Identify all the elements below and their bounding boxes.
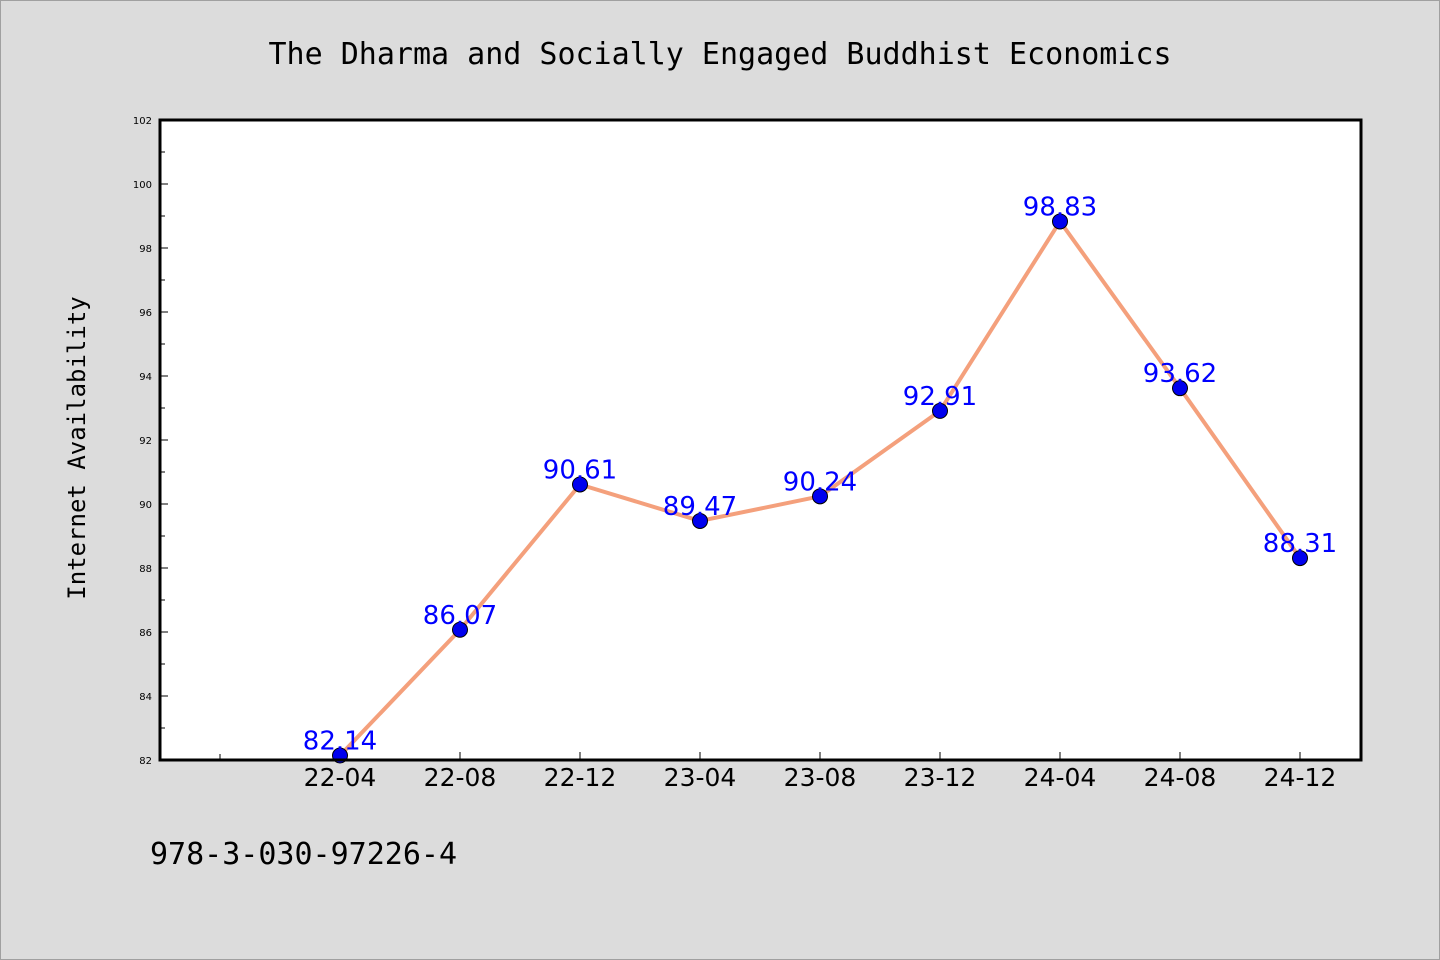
y-tick-label: 84: [139, 692, 152, 703]
x-tick-label: 22-08: [424, 763, 497, 792]
data-label: 93.62: [1143, 359, 1217, 389]
data-label: 90.24: [783, 467, 857, 497]
chart-title: The Dharma and Socially Engaged Buddhist…: [268, 37, 1171, 72]
y-tick-label: 90: [139, 500, 152, 511]
data-point: [932, 402, 948, 419]
x-tick-label: 23-08: [784, 763, 857, 792]
y-tick-label: 100: [133, 180, 152, 191]
x-tick-label: 22-04: [304, 763, 377, 792]
data-label: 90.61: [543, 455, 617, 485]
data-label: 82.14: [303, 727, 377, 757]
data-label: 88.31: [1263, 529, 1337, 559]
y-tick-label: 96: [139, 308, 152, 319]
x-tick-label: 24-08: [1144, 763, 1217, 792]
data-point: [1292, 550, 1308, 567]
y-tick-label: 98: [139, 244, 152, 255]
y-tick-label: 94: [139, 372, 152, 383]
y-tick-label: 82: [139, 756, 152, 767]
y-axis-ticks: 82 84 86 88 90 92 94 96 98 100 102: [133, 116, 168, 767]
data-label: 89.47: [663, 492, 737, 522]
y-tick-label: 92: [139, 436, 152, 447]
y-tick-label: 102: [133, 116, 152, 127]
x-tick-label: 22-12: [544, 763, 617, 792]
x-axis-ticks: 22-04 22-08 22-12 23-04 23-08 23-12 24-04 24-08…: [219, 752, 1337, 792]
data-point: [1052, 213, 1068, 230]
data-point: [572, 476, 588, 493]
data-point: [692, 512, 708, 529]
x-tick-label: 23-12: [904, 763, 977, 792]
data-labels: 82.14 86.07 90.61 89.47 90.24 92.91 98.83 93.62…: [303, 192, 1337, 756]
plot-area: [160, 120, 1361, 760]
plot-frame: [158, 118, 1363, 762]
data-point: [452, 621, 468, 638]
data-label: 92.91: [903, 382, 977, 412]
x-tick-label: 24-04: [1024, 763, 1097, 792]
data-label: 86.07: [423, 601, 497, 631]
y-axis-label: Internet Availability: [63, 296, 91, 599]
y-tick-label: 88: [139, 564, 152, 575]
x-tick-label: 24-12: [1264, 763, 1337, 792]
x-tick-label: 23-04: [664, 763, 737, 792]
data-label: 98.83: [1023, 192, 1097, 222]
data-point: [812, 488, 828, 505]
isbn-text: 978-3-030-97226-4: [150, 837, 457, 872]
data-point: [1172, 380, 1188, 397]
y-tick-label: 86: [139, 628, 152, 639]
